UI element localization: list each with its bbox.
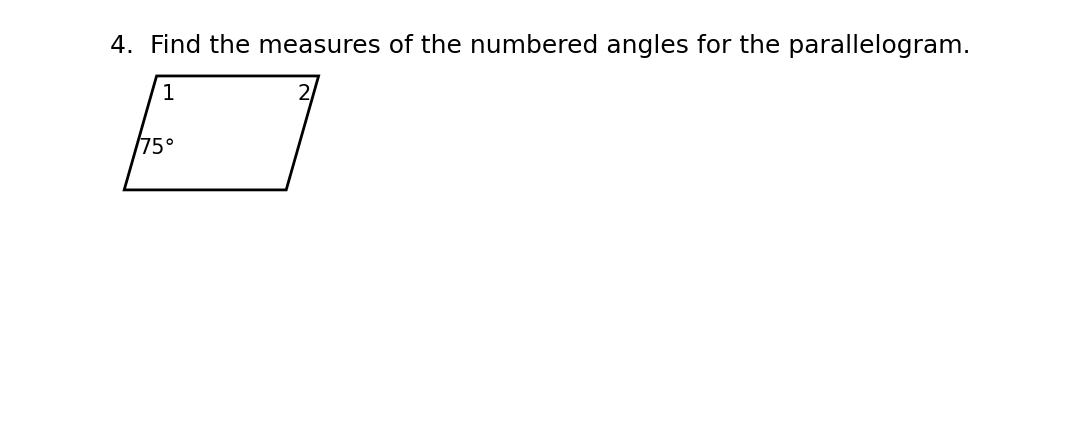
Text: 2: 2 [298, 84, 311, 104]
Text: 1: 1 [162, 84, 175, 104]
Text: 75°: 75° [138, 138, 175, 158]
Polygon shape [124, 76, 319, 190]
Text: 4.  Find the measures of the numbered angles for the parallelogram.: 4. Find the measures of the numbered ang… [110, 34, 970, 58]
